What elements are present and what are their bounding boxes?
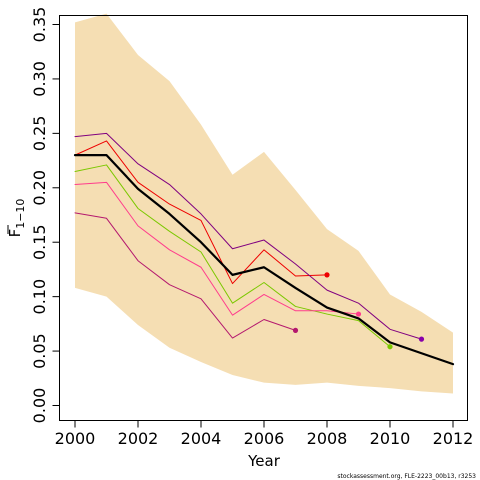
- y-axis-title: F1−10: [6, 199, 27, 238]
- confidence-band: [75, 13, 453, 394]
- x-tick-label: 2004: [181, 429, 222, 448]
- y-tick-label: 0.30: [30, 61, 49, 97]
- series-line-4: [74, 164, 391, 348]
- x-tick-label: 2006: [244, 429, 285, 448]
- y-tick-label: 0.35: [30, 7, 49, 43]
- y-tick-label: 0.00: [30, 388, 49, 424]
- series-line-2: [74, 140, 328, 285]
- x-tick-label: 2010: [370, 429, 411, 448]
- y-tick-label: 0.10: [30, 279, 49, 315]
- footnote: stockassessment.org, FLE-2223_00b13, r32…: [337, 473, 476, 480]
- x-tick-label: 2000: [55, 429, 96, 448]
- extra-point-1: [418, 336, 425, 342]
- series-line-1: [73, 154, 455, 366]
- y-tick-label: 0.20: [30, 170, 49, 206]
- series-line-5: [74, 181, 359, 316]
- series-endpoint-2: [324, 272, 330, 278]
- confidence-band-layer: [75, 13, 453, 394]
- svg-text:F1−10: F1−10: [6, 199, 27, 238]
- y-axis-title-main: F: [6, 229, 24, 238]
- x-axis-title: Year: [247, 452, 281, 470]
- x-tick-label: 2002: [118, 429, 159, 448]
- y-axis: 0.00 0.05 0.10 0.15 0.20 0.25 0.30 0.35: [30, 7, 60, 424]
- series-endpoint-6: [292, 327, 299, 333]
- y-tick-label: 0.05: [30, 333, 49, 369]
- y-tick-label: 0.25: [30, 116, 49, 152]
- series-line-3: [74, 132, 422, 340]
- x-tick-label: 2012: [433, 429, 474, 448]
- endpoint-markers-layer: [292, 272, 425, 350]
- y-tick-label: 0.15: [30, 224, 49, 260]
- series-endpoint-5: [355, 311, 362, 317]
- series-line-6: [74, 212, 296, 339]
- series-layer: [73, 132, 455, 366]
- series-endpoint-4: [387, 344, 393, 350]
- y-axis-title-subscript: 1−10: [14, 199, 27, 229]
- x-tick-label: 2008: [307, 429, 348, 448]
- x-axis: 2000 2002 2004 2006 2008 2010 2012: [55, 420, 474, 448]
